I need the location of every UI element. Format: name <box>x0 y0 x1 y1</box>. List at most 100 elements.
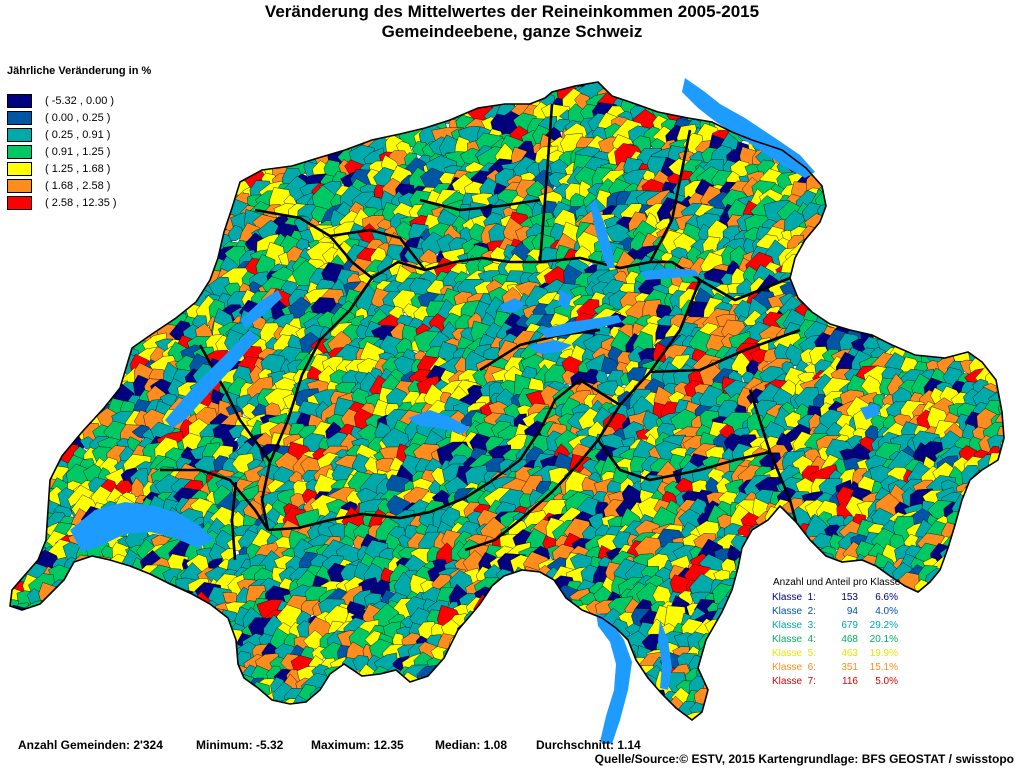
municipality-area <box>120 677 149 702</box>
municipality-area <box>354 675 381 698</box>
municipality-area <box>510 701 531 717</box>
municipality-area <box>910 659 932 686</box>
municipality-area <box>416 85 433 101</box>
municipality-area <box>890 145 917 171</box>
municipality-area <box>989 500 1004 528</box>
municipality-area <box>737 83 763 107</box>
municipality-area <box>10 334 17 351</box>
municipality-area <box>214 639 239 666</box>
municipality-area <box>324 82 348 95</box>
municipality-area <box>999 193 1004 214</box>
municipality-area <box>515 642 532 664</box>
municipality-area <box>556 82 568 89</box>
municipality-area <box>369 82 397 91</box>
municipality-area <box>865 170 894 189</box>
municipality-area <box>428 699 446 718</box>
municipality-area <box>959 229 984 245</box>
municipality-area <box>373 671 398 702</box>
municipality-area <box>61 316 76 334</box>
municipality-area <box>807 238 832 261</box>
municipality-area <box>122 233 154 257</box>
municipality-area <box>312 117 329 134</box>
municipality-area <box>880 696 908 719</box>
municipality-area <box>72 690 93 705</box>
municipality-area <box>904 303 925 323</box>
municipality-area <box>558 641 590 673</box>
municipality-area <box>586 662 607 687</box>
municipality-area <box>173 645 191 663</box>
municipality-area <box>359 699 386 720</box>
municipality-area <box>29 636 55 662</box>
municipality-area <box>34 358 54 378</box>
municipality-area <box>768 520 803 548</box>
municipality-area <box>533 611 556 633</box>
municipality-area <box>109 154 131 178</box>
municipality-area <box>548 688 572 705</box>
municipality-area <box>303 82 322 89</box>
municipality-area <box>132 597 155 624</box>
municipality-area <box>1008 317 1022 335</box>
municipality-area <box>750 610 769 627</box>
municipality-area <box>64 300 86 325</box>
municipality-area <box>856 303 881 323</box>
municipality-area <box>79 697 103 720</box>
municipality-area <box>99 242 117 267</box>
municipality-area <box>882 298 904 324</box>
municipality-area <box>14 414 36 439</box>
municipality-area <box>1016 617 1024 644</box>
municipality-area <box>199 201 224 228</box>
municipality-area <box>10 321 28 343</box>
municipality-area <box>906 126 921 147</box>
municipality-area <box>476 687 505 717</box>
municipality-area <box>863 160 881 176</box>
municipality-area <box>739 568 754 588</box>
municipality-area <box>868 110 901 142</box>
municipality-area <box>965 82 986 102</box>
municipality-area <box>495 82 525 103</box>
municipality-area <box>510 82 543 96</box>
municipality-area <box>824 82 851 97</box>
municipality-area <box>1013 345 1024 365</box>
municipality-area <box>193 115 213 136</box>
municipality-area <box>788 684 814 713</box>
municipality-area <box>772 535 786 553</box>
municipality-area <box>189 688 214 710</box>
municipality-area <box>272 86 290 102</box>
municipality-area <box>298 137 322 161</box>
municipality-area <box>148 124 175 150</box>
municipality-area <box>780 556 800 578</box>
municipality-area <box>144 289 171 312</box>
municipality-area <box>817 261 841 286</box>
municipality-area <box>44 652 61 673</box>
municipality-area <box>825 96 853 116</box>
municipality-area <box>477 621 501 645</box>
municipality-area <box>970 136 996 160</box>
municipality-area <box>125 90 153 120</box>
municipality-area <box>147 602 165 619</box>
municipality-area <box>875 160 905 185</box>
municipality-area <box>958 663 982 690</box>
municipality-area <box>825 559 851 578</box>
municipality-area <box>546 621 573 646</box>
municipality-area <box>796 698 818 720</box>
municipality-area <box>507 612 531 630</box>
municipality-area <box>793 553 814 575</box>
municipality-area <box>10 301 11 323</box>
municipality-area <box>906 152 924 167</box>
municipality-area <box>53 682 83 713</box>
municipality-area <box>159 162 174 176</box>
municipality-area <box>60 598 80 619</box>
municipality-area <box>926 655 951 676</box>
municipality-area <box>853 696 881 720</box>
municipality-area <box>17 522 40 545</box>
municipality-area <box>995 113 1004 132</box>
municipality-area <box>10 345 26 371</box>
municipality-area <box>968 486 995 516</box>
municipality-area <box>155 598 176 615</box>
municipality-area <box>623 692 655 720</box>
municipality-area <box>595 675 611 693</box>
municipality-area <box>328 124 348 149</box>
municipality-area <box>905 590 925 609</box>
municipality-area <box>10 416 13 433</box>
municipality-area <box>850 154 872 178</box>
